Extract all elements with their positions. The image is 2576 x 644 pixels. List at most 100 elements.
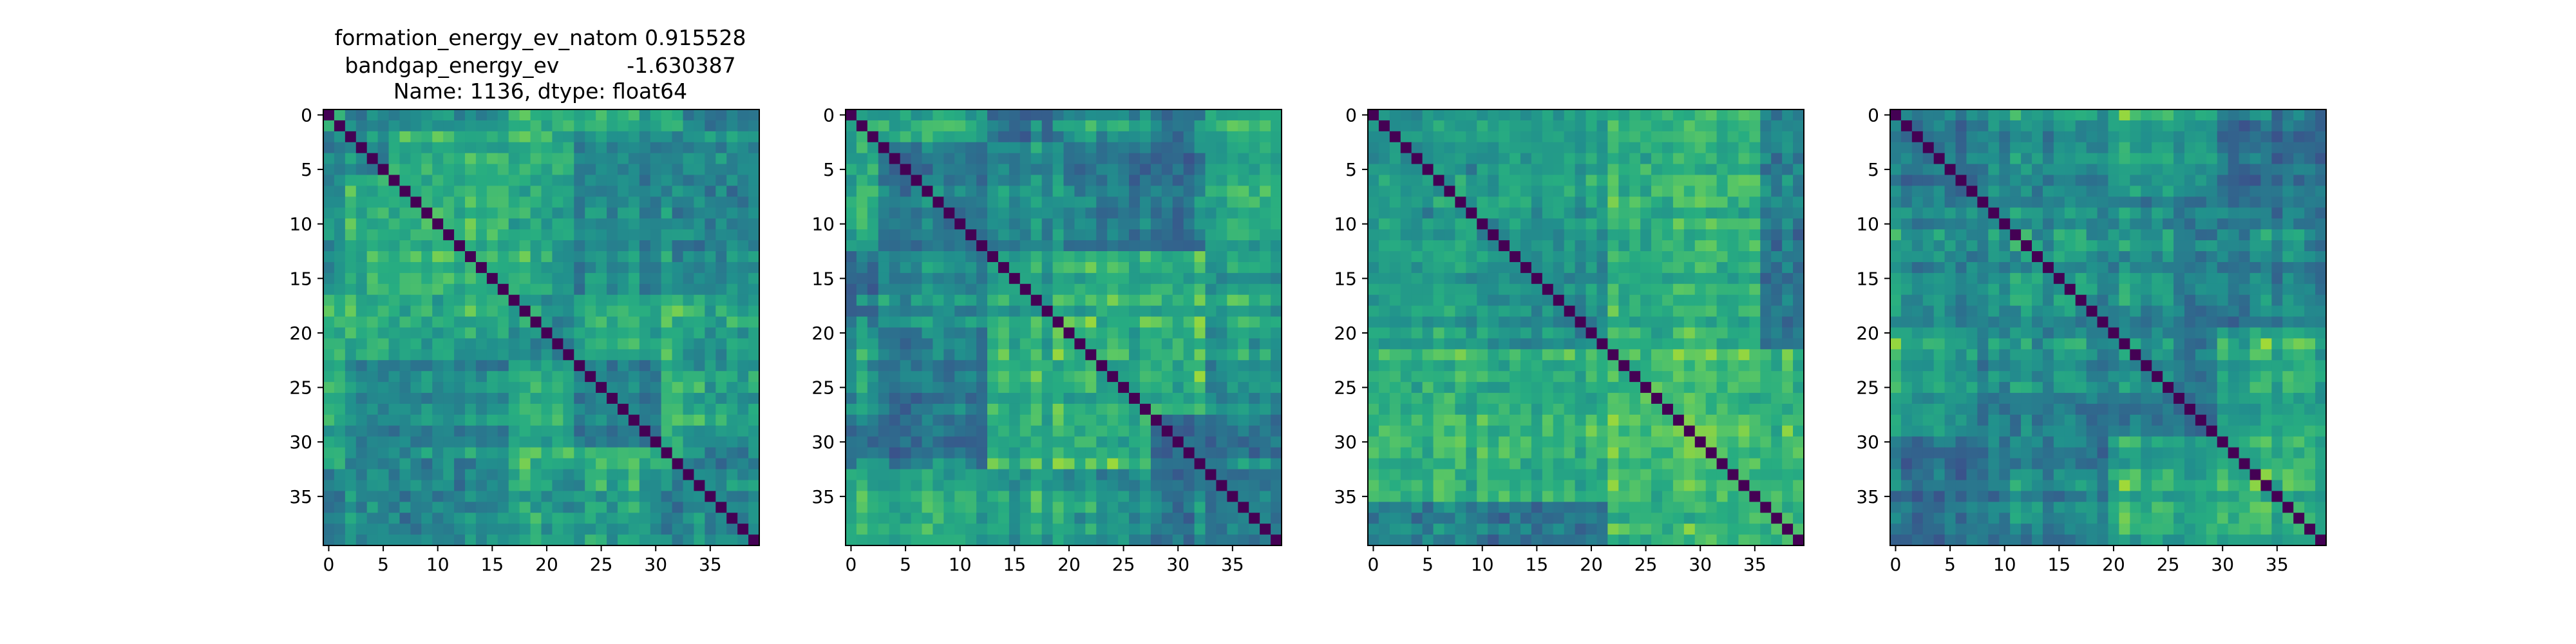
heatmap-cell [683, 447, 695, 459]
heatmap-cell [1705, 272, 1718, 285]
heatmap-cell [366, 142, 379, 154]
heatmap-cell [596, 338, 607, 350]
heatmap-cell [465, 349, 477, 361]
heatmap-cell [1771, 393, 1783, 404]
heatmap-cell [1651, 229, 1663, 241]
heatmap-cell [943, 327, 955, 339]
heatmap-cell [486, 458, 498, 470]
heatmap-cell [1782, 251, 1794, 263]
heatmap-cell [1249, 360, 1260, 372]
heatmap-cell [1249, 535, 1260, 546]
heatmap-cell [1683, 447, 1696, 459]
heatmap-cell [1107, 469, 1119, 481]
heatmap-cell [475, 196, 488, 208]
heatmap-cell [1771, 382, 1783, 393]
heatmap-cell [475, 283, 488, 296]
heatmap-cell [2064, 109, 2076, 121]
heatmap-cell [1433, 502, 1445, 513]
y-tick-label: 10 [289, 214, 312, 235]
heatmap-cell [1531, 458, 1543, 470]
heatmap-cell [1727, 382, 1739, 393]
heatmap-cell [965, 349, 977, 361]
heatmap-cell [1477, 272, 1488, 285]
heatmap-cell [661, 414, 673, 426]
x-tick-label: 5 [900, 554, 911, 575]
heatmap-cell [334, 447, 346, 459]
heatmap-cell [1640, 283, 1652, 296]
heatmap-cell [432, 458, 444, 470]
heatmap-cell [1161, 469, 1173, 481]
heatmap-cell [1651, 218, 1663, 230]
heatmap-cell [1085, 414, 1097, 426]
heatmap-cell [1618, 164, 1630, 176]
heatmap-cell [1531, 175, 1543, 187]
heatmap-cell [497, 153, 509, 165]
heatmap-cell [1238, 535, 1249, 546]
heatmap-cell [683, 218, 695, 230]
heatmap-cell [1041, 458, 1054, 470]
heatmap-cell [585, 109, 596, 121]
heatmap-cell [889, 109, 901, 121]
heatmap-cell [617, 142, 629, 154]
heatmap-cell [1172, 142, 1184, 154]
heatmap-cell [454, 414, 466, 426]
heatmap-cell [628, 436, 640, 448]
heatmap-cell [1705, 382, 1718, 393]
heatmap-cell [2271, 120, 2283, 132]
heatmap-cell [943, 458, 955, 470]
heatmap-cell [705, 109, 716, 121]
heatmap-cell [1433, 120, 1445, 132]
heatmap-cell [1172, 316, 1184, 328]
heatmap-cell [1466, 283, 1477, 296]
heatmap-cell [1760, 382, 1772, 393]
heatmap-cell [867, 305, 879, 317]
heatmap-cell [1422, 218, 1434, 230]
heatmap-cell [1085, 109, 1097, 121]
heatmap-cell [976, 283, 988, 296]
heatmap-cell [1760, 142, 1772, 154]
heatmap-cell [497, 502, 509, 513]
heatmap-cell [867, 196, 879, 208]
heatmap-cell [1793, 491, 1804, 502]
heatmap-cell [628, 207, 640, 219]
heatmap-cell [454, 120, 466, 132]
heatmap-cell [1705, 240, 1718, 252]
heatmap-cell [1793, 261, 1804, 274]
heatmap-cell [976, 524, 988, 535]
heatmap-cell [867, 153, 879, 165]
heatmap-cell [856, 109, 868, 121]
heatmap-cell [661, 153, 673, 165]
heatmap-cell [475, 240, 488, 252]
heatmap-cell [475, 316, 488, 328]
heatmap-cell [355, 261, 368, 274]
heatmap-cell [443, 251, 455, 263]
heatmap-cell [1782, 316, 1794, 328]
heatmap-cell [694, 153, 705, 165]
heatmap-cell [366, 316, 379, 328]
heatmap-cell [976, 196, 988, 208]
heatmap-cell [1542, 185, 1554, 198]
heatmap-cell [596, 480, 607, 491]
heatmap-cell [737, 393, 749, 404]
heatmap-cell [1183, 393, 1195, 404]
heatmap-cell [976, 513, 988, 524]
heatmap-cell [410, 535, 422, 546]
heatmap-cell [1411, 371, 1423, 383]
heatmap-cell [585, 142, 596, 154]
heatmap-cell [911, 305, 923, 317]
heatmap-cell [1727, 338, 1739, 350]
heatmap-cell [323, 120, 335, 132]
heatmap-cell [465, 261, 477, 274]
heatmap-cell [323, 480, 335, 491]
heatmap-cell [1161, 338, 1173, 350]
heatmap-cell [1705, 207, 1718, 219]
heatmap-cell [856, 414, 868, 426]
heatmap-cell [900, 229, 912, 241]
heatmap-cell [1444, 175, 1455, 187]
heatmap-cell [998, 272, 1010, 285]
heatmap-cell [410, 164, 422, 176]
heatmap-cell [1499, 272, 1510, 285]
heatmap-cell [1694, 196, 1707, 208]
heatmap-cell [1118, 535, 1130, 546]
heatmap-cell [1422, 403, 1434, 415]
